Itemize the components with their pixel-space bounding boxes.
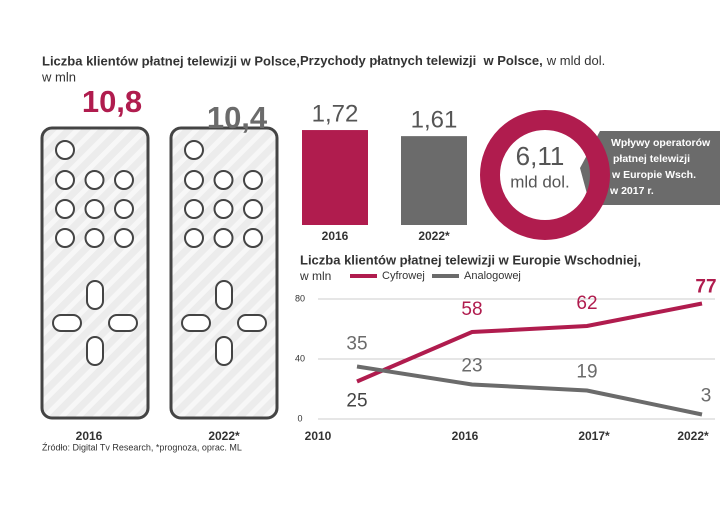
- annotation: w Europie Wsch.: [611, 169, 696, 181]
- series-line: [356, 301, 703, 384]
- series-line: [356, 364, 703, 417]
- data-label: 58: [461, 299, 482, 320]
- annotation-box: [580, 131, 720, 205]
- category-label: 2016: [76, 429, 103, 443]
- x-tick-label: 2017*: [578, 429, 610, 443]
- annotation: płatnej telewizji: [613, 153, 690, 165]
- value-label: 10,8: [82, 84, 142, 119]
- bar: [401, 136, 467, 225]
- y-tick-label: 40: [295, 353, 305, 363]
- data-label: 23: [461, 356, 482, 377]
- source: Źródło: Digital Tv Research, *prognoza, …: [42, 442, 242, 452]
- button: [213, 228, 234, 248]
- button: [55, 228, 75, 248]
- data-label: 35: [346, 334, 367, 355]
- d-pad: [86, 280, 104, 310]
- d-pad: [215, 336, 233, 366]
- annotation: w 2017 r.: [609, 185, 654, 197]
- button: [184, 140, 204, 160]
- button: [184, 228, 204, 248]
- y-tick-label: 0: [297, 413, 302, 423]
- data-label: 3: [701, 386, 712, 407]
- category-label: 2022*: [418, 229, 450, 243]
- button: [114, 228, 134, 248]
- button: [114, 199, 134, 219]
- d-pad: [237, 314, 267, 332]
- chart-subtitle: w mln: [299, 269, 331, 283]
- button: [243, 199, 263, 219]
- remote: [169, 126, 279, 420]
- chart-title: Liczba klientów płatnej telewizji w Euro…: [300, 252, 641, 267]
- category-label: 2022*: [208, 429, 240, 443]
- button: [114, 170, 134, 190]
- button: [84, 170, 105, 190]
- remote: [40, 126, 150, 420]
- legend-label: Cyfrowej: [382, 270, 425, 282]
- button: [243, 170, 263, 190]
- chart-title: Przychody płatnych telewizji w Polsce, w …: [300, 53, 605, 68]
- value-label: 1,61: [411, 106, 458, 133]
- data-label: 19: [576, 362, 597, 383]
- donut-unit: mld dol.: [510, 172, 570, 191]
- chart-title: Liczba klientów płatnej telewizji w Pols…: [42, 53, 300, 68]
- value-label: 1,72: [312, 100, 359, 127]
- button: [243, 228, 263, 248]
- chart-subtitle: w mln: [41, 69, 76, 84]
- category-label: 2016: [322, 229, 349, 243]
- button: [184, 199, 204, 219]
- d-pad: [108, 314, 138, 332]
- data-label: 77: [695, 277, 716, 298]
- d-pad: [52, 314, 82, 332]
- button: [55, 170, 75, 190]
- donut-ring: [480, 110, 610, 240]
- title-unit: w mld dol.: [546, 53, 606, 68]
- button: [84, 199, 105, 219]
- x-tick-label: 2022*: [677, 429, 709, 443]
- button: [213, 170, 234, 190]
- button: [55, 140, 75, 160]
- button: [84, 228, 105, 248]
- y-tick-label: 80: [295, 293, 305, 303]
- d-pad: [215, 280, 233, 310]
- x-tick-label: 2016: [452, 429, 479, 443]
- button: [55, 199, 75, 219]
- value-label: 10,4: [207, 100, 268, 135]
- bar: [302, 130, 368, 225]
- legend-label: Analogowej: [464, 270, 521, 282]
- title-main: Przychody płatnych telewizji w Polsce,: [300, 53, 543, 68]
- button: [184, 170, 204, 190]
- data-label: 25: [346, 391, 367, 412]
- annotation: Wpływy operatorów: [611, 137, 711, 149]
- d-pad: [86, 336, 104, 366]
- x-tick-label: 2010: [305, 429, 332, 443]
- button: [213, 199, 234, 219]
- data-label: 62: [576, 293, 597, 314]
- d-pad: [181, 314, 211, 332]
- donut-value: 6,11: [516, 141, 565, 171]
